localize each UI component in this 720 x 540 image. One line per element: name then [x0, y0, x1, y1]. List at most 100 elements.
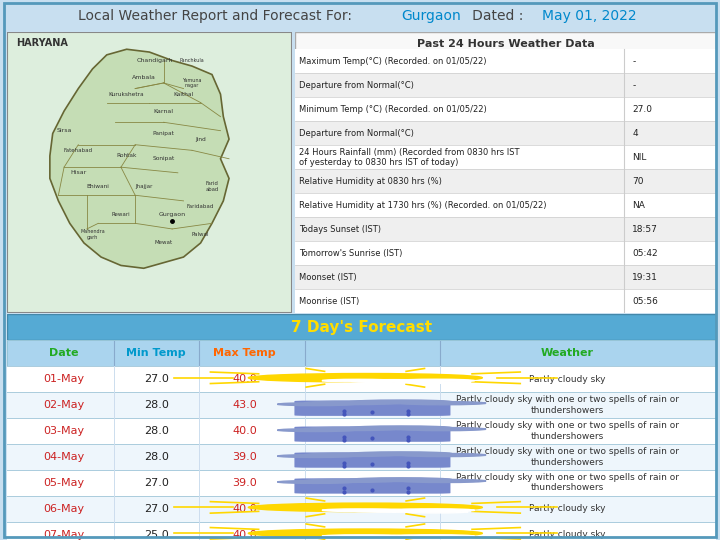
Text: Kurukshetra: Kurukshetra — [109, 92, 145, 97]
Text: Departure from Normal(°C): Departure from Normal(°C) — [300, 129, 414, 138]
FancyBboxPatch shape — [295, 122, 716, 145]
Text: Local Weather Report and Forecast For:: Local Weather Report and Forecast For: — [78, 9, 357, 23]
Text: Ambala: Ambala — [132, 75, 156, 80]
FancyBboxPatch shape — [295, 193, 716, 217]
FancyBboxPatch shape — [7, 32, 292, 313]
Circle shape — [248, 374, 482, 382]
Text: 25.0: 25.0 — [144, 530, 168, 539]
Circle shape — [350, 452, 452, 456]
Text: Partly cloudy sky: Partly cloudy sky — [529, 504, 606, 513]
Text: 28.0: 28.0 — [144, 400, 168, 410]
Text: 06-May: 06-May — [43, 504, 84, 514]
Circle shape — [305, 427, 398, 430]
Circle shape — [350, 426, 452, 430]
Text: Karnal: Karnal — [153, 109, 174, 113]
Text: 39.0: 39.0 — [233, 452, 257, 462]
Text: Moonset (IST): Moonset (IST) — [300, 273, 357, 282]
Circle shape — [277, 481, 354, 483]
Text: 18:57: 18:57 — [632, 225, 658, 234]
Text: Partly cloudy sky with one or two spells of rain or
thundershowers: Partly cloudy sky with one or two spells… — [456, 447, 679, 467]
Text: 40.0: 40.0 — [233, 426, 257, 436]
Circle shape — [351, 509, 436, 512]
Text: Weather: Weather — [541, 348, 594, 358]
Text: 24 Hours Rainfall (mm) (Recorded from 0830 hrs IST
of yesterday to 0830 hrs IST : 24 Hours Rainfall (mm) (Recorded from 08… — [300, 147, 520, 167]
Text: 27.0: 27.0 — [144, 374, 168, 384]
Text: Relative Humidity at 1730 hrs (%) (Recorded. on 01/05/22): Relative Humidity at 1730 hrs (%) (Recor… — [300, 201, 547, 210]
Text: Hisar: Hisar — [70, 170, 86, 176]
Text: Sonipat: Sonipat — [153, 156, 175, 161]
Text: 28.0: 28.0 — [144, 426, 168, 436]
Text: Minimum Temp (°C) (Recorded. on 01/05/22): Minimum Temp (°C) (Recorded. on 01/05/22… — [300, 105, 487, 114]
Text: Tomorrow's Sunrise (IST): Tomorrow's Sunrise (IST) — [300, 249, 402, 258]
Polygon shape — [50, 49, 229, 268]
Text: NIL: NIL — [632, 153, 647, 161]
Text: 05-May: 05-May — [43, 478, 84, 488]
Text: Panipat: Panipat — [153, 131, 174, 136]
FancyBboxPatch shape — [295, 217, 716, 241]
FancyBboxPatch shape — [7, 444, 716, 470]
FancyBboxPatch shape — [7, 470, 716, 496]
FancyBboxPatch shape — [7, 314, 716, 340]
Circle shape — [401, 428, 486, 431]
FancyBboxPatch shape — [295, 73, 716, 97]
Text: Moonrise (IST): Moonrise (IST) — [300, 296, 360, 306]
Text: Farid
abad: Farid abad — [205, 181, 219, 192]
Text: Panchkula: Panchkula — [180, 58, 204, 63]
Circle shape — [322, 379, 395, 382]
FancyBboxPatch shape — [294, 453, 451, 468]
FancyBboxPatch shape — [7, 496, 716, 522]
FancyBboxPatch shape — [7, 366, 716, 392]
Text: 02-May: 02-May — [43, 400, 84, 410]
Text: Max Temp: Max Temp — [213, 348, 276, 358]
Text: 7 Day's Forecast: 7 Day's Forecast — [291, 320, 433, 335]
Circle shape — [398, 379, 474, 382]
FancyBboxPatch shape — [295, 289, 716, 313]
Text: Rohtak: Rohtak — [117, 153, 137, 158]
Text: Rewari: Rewari — [112, 212, 130, 218]
Circle shape — [248, 503, 482, 512]
Text: 40.0: 40.0 — [233, 504, 257, 514]
Text: 05:42: 05:42 — [632, 249, 658, 258]
Circle shape — [305, 479, 398, 482]
Circle shape — [350, 400, 452, 404]
Text: 07-May: 07-May — [43, 530, 84, 539]
Text: 39.0: 39.0 — [233, 478, 257, 488]
Circle shape — [401, 454, 486, 457]
FancyBboxPatch shape — [7, 522, 716, 540]
Text: Partly cloudy sky with one or two spells of rain or
thundershowers: Partly cloudy sky with one or two spells… — [456, 421, 679, 441]
Text: 05:56: 05:56 — [632, 296, 658, 306]
FancyBboxPatch shape — [294, 401, 451, 416]
FancyBboxPatch shape — [295, 265, 716, 289]
Circle shape — [401, 480, 486, 483]
Text: Mahendra
garh: Mahendra garh — [80, 229, 105, 240]
Text: 19:31: 19:31 — [632, 273, 658, 282]
Circle shape — [277, 403, 354, 406]
Text: Mewat: Mewat — [155, 240, 173, 246]
Text: NA: NA — [632, 201, 645, 210]
FancyBboxPatch shape — [295, 97, 716, 122]
Text: May 01, 2022: May 01, 2022 — [542, 9, 636, 23]
Text: 70: 70 — [632, 177, 644, 186]
Text: Faridabad: Faridabad — [187, 204, 215, 209]
Text: Bhiwani: Bhiwani — [87, 184, 109, 190]
Text: 40.0: 40.0 — [233, 530, 257, 539]
Circle shape — [305, 453, 398, 456]
FancyBboxPatch shape — [294, 427, 451, 442]
Text: 43.0: 43.0 — [233, 400, 257, 410]
Circle shape — [248, 529, 482, 538]
Text: Partly cloudy sky with one or two spells of rain or
thundershowers: Partly cloudy sky with one or two spells… — [456, 395, 679, 415]
Text: Partly cloudy sky with one or two spells of rain or
thundershowers: Partly cloudy sky with one or two spells… — [456, 473, 679, 492]
Text: Partly cloudy sky: Partly cloudy sky — [529, 375, 606, 383]
Text: Jind: Jind — [195, 137, 206, 141]
Text: Gurgaon: Gurgaon — [402, 9, 461, 23]
Text: Past 24 Hours Weather Data: Past 24 Hours Weather Data — [417, 39, 595, 50]
Circle shape — [405, 381, 468, 383]
Text: 01-May: 01-May — [43, 374, 84, 384]
Circle shape — [277, 455, 354, 457]
Circle shape — [405, 511, 468, 513]
Circle shape — [351, 535, 436, 538]
FancyBboxPatch shape — [294, 478, 451, 494]
Circle shape — [398, 509, 474, 511]
Text: Date: Date — [49, 348, 78, 358]
Text: 27.0: 27.0 — [144, 478, 168, 488]
